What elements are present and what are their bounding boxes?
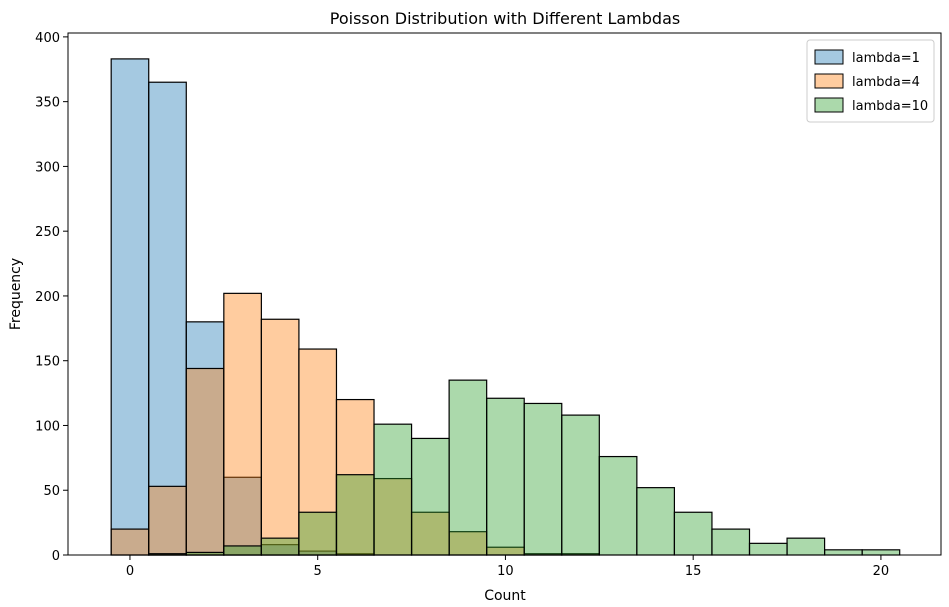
x-tick-label: 0	[126, 564, 134, 579]
bar-lambda-4-bin-7	[373, 477, 413, 556]
bar-lambda-10-bin-8	[410, 437, 450, 556]
bar-lambda-10-bin-16	[711, 528, 751, 556]
x-tick-label: 5	[314, 564, 322, 579]
bar-lambda-10-bin-10	[486, 397, 525, 556]
bar-lambda-4-bin-4	[260, 318, 300, 556]
bar-lambda-10-bin-11	[523, 402, 563, 556]
bars-layer	[110, 58, 901, 556]
bar-lambda-10-bin-17	[748, 542, 788, 556]
legend-swatch	[814, 49, 844, 65]
bar-lambda-4-bin-2	[185, 367, 225, 556]
y-tick-label: 100	[35, 419, 60, 434]
legend-swatch	[814, 73, 844, 89]
bar-lambda-4-bin-0	[110, 528, 150, 556]
y-tick-label: 0	[52, 549, 60, 564]
y-tick-label: 350	[35, 96, 60, 111]
legend-label: lambda=4	[852, 75, 920, 90]
legend-box	[806, 39, 935, 123]
bar-lambda-10-bin-12	[561, 414, 600, 556]
plot-frame	[67, 32, 942, 556]
bar-lambda-10-bin-13	[598, 455, 638, 556]
bar-lambda-10-bin-14	[636, 487, 676, 556]
bar-lambda-10-bin-4	[260, 537, 300, 556]
x-axis-label: Count	[484, 588, 526, 604]
bar-lambda-1-bin-2	[185, 321, 225, 556]
y-axis: 0 50 100 150 200 250 300 350 400	[35, 31, 68, 564]
bar-lambda-10-bin-3	[223, 545, 262, 556]
legend: lambda=1 lambda=4 lambda=10	[806, 39, 935, 123]
bar-lambda-10-bin-7	[373, 423, 413, 556]
bar-lambda-4-bin-1	[148, 485, 187, 556]
bar-lambda-4-bin-5	[298, 348, 338, 556]
bar-lambda-4-bin-3	[223, 292, 262, 556]
bar-lambda-10-bin-9	[448, 379, 488, 556]
y-tick-label: 50	[43, 484, 60, 499]
chart-title: Poisson Distribution with Different Lamb…	[330, 9, 680, 28]
bar-lambda-10-bin-18	[786, 537, 826, 556]
legend-label: lambda=1	[852, 51, 920, 66]
bar-lambda-10-bin-19	[823, 549, 863, 556]
bar-lambda-10-bin-5	[298, 511, 338, 556]
bar-lambda-1-bin-1	[148, 81, 187, 556]
y-tick-label: 400	[35, 31, 60, 46]
y-tick-label: 300	[35, 160, 60, 175]
x-tick-label: 15	[685, 564, 702, 579]
x-tick-label: 20	[873, 564, 890, 579]
y-tick-label: 200	[35, 290, 60, 305]
legend-swatch	[814, 97, 844, 113]
bar-lambda-10-bin-20	[861, 549, 901, 556]
y-tick-label: 150	[35, 355, 60, 370]
legend-label: lambda=10	[852, 99, 928, 114]
bar-lambda-1-bin-3	[223, 476, 262, 556]
x-tick-label: 10	[497, 564, 514, 579]
bar-lambda-10-bin-15	[673, 511, 713, 556]
y-tick-label: 250	[35, 225, 60, 240]
x-axis: 0 5 10 15 20	[126, 555, 889, 579]
bar-lambda-10-bin-6	[335, 474, 375, 556]
y-axis-label: Frequency	[8, 258, 24, 330]
bar-lambda-1-bin-0	[110, 58, 150, 556]
